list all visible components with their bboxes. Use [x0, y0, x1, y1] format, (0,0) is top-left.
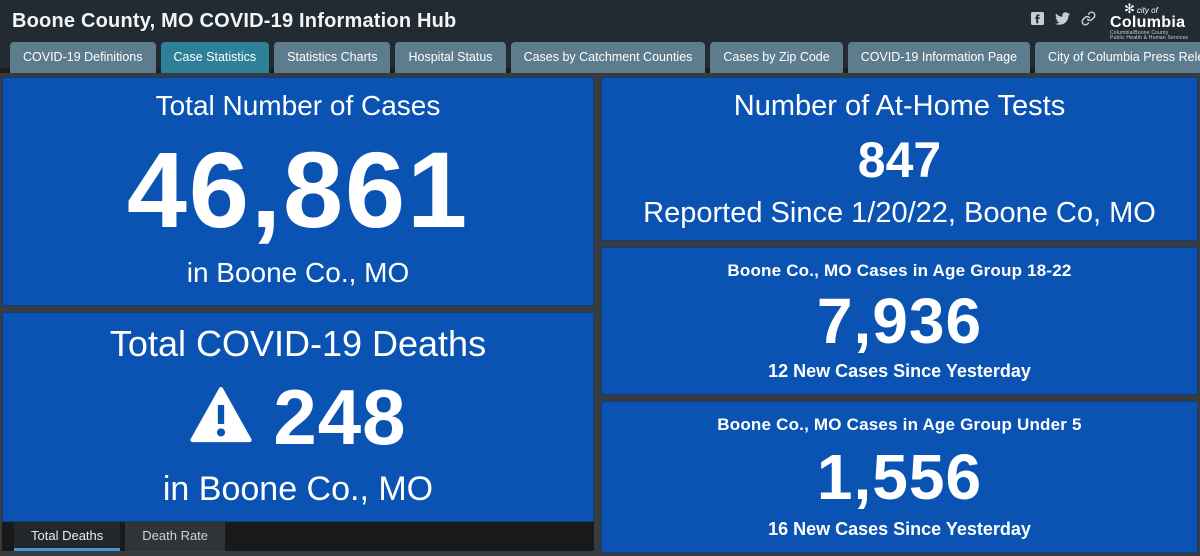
total-cases-title: Total Number of Cases	[155, 90, 441, 121]
deaths-subtab-bar: Total Deaths Death Rate	[2, 522, 594, 551]
age-18-22-subtitle: 12 New Cases Since Yesterday	[768, 361, 1031, 381]
total-deaths-title: Total COVID-19 Deaths	[109, 323, 487, 364]
subtab-death-rate[interactable]: Death Rate	[125, 522, 226, 551]
top-bar: Boone County, MO COVID-19 Information Hu…	[0, 0, 1200, 73]
logo-name: Columbia	[1110, 14, 1186, 31]
age-18-22-title: Boone Co., MO Cases in Age Group 18-22	[727, 261, 1072, 280]
logo-subline-2: Public Health & Human Services	[1110, 35, 1189, 41]
total-deaths-value-row: 248	[189, 365, 406, 470]
twitter-icon[interactable]	[1055, 11, 1070, 25]
total-deaths-subtitle: in Boone Co., MO	[162, 470, 434, 508]
at-home-tests-value: 847	[857, 132, 942, 188]
at-home-tests-tile: Number of At-Home Tests 847 Reported Sin…	[601, 77, 1198, 241]
tab-case-statistics[interactable]: Case Statistics	[160, 42, 270, 73]
facebook-icon[interactable]	[1031, 11, 1044, 25]
logo-subline-1: Columbia/Boone County	[1110, 30, 1169, 36]
tab-hospital-status[interactable]: Hospital Status	[395, 42, 506, 73]
social-links	[1031, 11, 1096, 26]
age-under-5-value: 1,556	[816, 441, 983, 513]
tab-cases-by-zip-code[interactable]: Cases by Zip Code	[710, 42, 843, 73]
tab-statistics-charts[interactable]: Statistics Charts	[274, 42, 391, 73]
right-column: Number of At-Home Tests 847 Reported Sin…	[601, 77, 1198, 556]
at-home-tests-subtitle: Reported Since 1/20/22, Boone Co, MO	[643, 197, 1156, 229]
total-deaths-tile: Total COVID-19 Deaths 248 in Boone Co., …	[2, 312, 594, 522]
subtab-total-deaths[interactable]: Total Deaths	[14, 522, 121, 551]
total-cases-subtitle: in Boone Co., MO	[186, 257, 410, 288]
total-cases-value: 46,861	[126, 129, 470, 250]
age-under-5-subtitle: 16 New Cases Since Yesterday	[768, 519, 1031, 539]
tab-city-of-columbia-press-releases[interactable]: City of Columbia Press Releases	[1035, 42, 1200, 73]
tab-cases-by-catchment-counties[interactable]: Cases by Catchment Counties	[510, 42, 706, 73]
logo-city-of: city of	[1136, 6, 1158, 15]
age-under-5-tile: Boone Co., MO Cases in Age Group Under 5…	[601, 401, 1198, 553]
title-bar: Boone County, MO COVID-19 Information Hu…	[0, 0, 1200, 42]
total-cases-tile: Total Number of Cases 46,861 in Boone Co…	[2, 77, 594, 306]
city-of-columbia-logo[interactable]: ✻ city of Columbia Columbia/Boone County…	[1110, 1, 1190, 41]
warning-triangle-icon	[189, 386, 253, 449]
dashboard-grid: Total Number of Cases 46,861 in Boone Co…	[0, 73, 1200, 556]
link-icon[interactable]	[1081, 11, 1096, 26]
left-column: Total Number of Cases 46,861 in Boone Co…	[2, 77, 594, 556]
age-under-5-title: Boone Co., MO Cases in Age Group Under 5	[717, 415, 1082, 434]
total-deaths-value: 248	[273, 373, 407, 461]
columbia-flower-icon: ✻	[1124, 1, 1135, 16]
page-title: Boone County, MO COVID-19 Information Hu…	[12, 9, 457, 32]
at-home-tests-title: Number of At-Home Tests	[733, 90, 1066, 122]
tab-covid19-information-page[interactable]: COVID-19 Information Page	[847, 42, 1031, 73]
age-18-22-value: 7,936	[816, 285, 983, 357]
age-18-22-tile: Boone Co., MO Cases in Age Group 18-22 7…	[601, 247, 1198, 395]
nav-tab-bar: COVID-19 Definitions Case Statistics Sta…	[0, 42, 1200, 73]
tab-covid19-definitions[interactable]: COVID-19 Definitions	[10, 42, 156, 73]
